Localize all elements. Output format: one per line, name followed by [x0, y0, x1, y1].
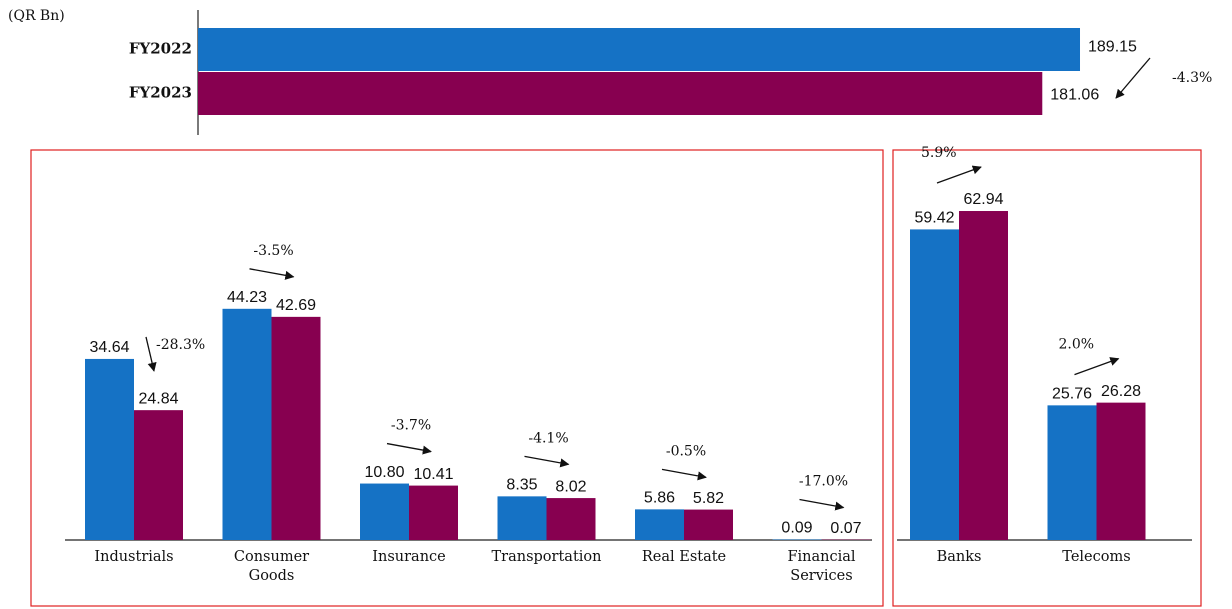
bar — [360, 483, 409, 540]
panel-frame — [30, 149, 884, 607]
change-label: 2.0% — [1059, 337, 1095, 353]
value-label: 26.28 — [1101, 383, 1141, 400]
change-label: -4.3% — [1172, 70, 1212, 86]
bar — [271, 316, 321, 540]
value-label: 5.82 — [693, 490, 724, 507]
change-label: 5.9% — [921, 145, 957, 161]
bar — [198, 28, 1081, 71]
value-label: 0.07 — [830, 520, 861, 537]
value-label: 62.94 — [963, 191, 1003, 208]
value-label: 8.02 — [555, 478, 586, 495]
x-tick-label: Consumer Goods — [234, 549, 309, 584]
value-label: 59.42 — [914, 210, 954, 227]
x-tick-label: Transportation — [492, 549, 602, 565]
change-arrow — [1115, 57, 1151, 99]
x-tick-label: Industrials — [94, 549, 173, 565]
change-label: -3.5% — [253, 243, 293, 259]
bar — [497, 496, 547, 540]
y-tick-label: FY2023 — [129, 84, 192, 102]
x-tick-label: Banks — [937, 549, 982, 565]
bar — [635, 509, 684, 540]
bar — [222, 308, 272, 540]
change-arrow — [145, 336, 157, 372]
change-arrow — [386, 442, 432, 455]
panel-frame — [892, 149, 1202, 607]
y-tick-label: FY2022 — [129, 40, 192, 58]
x-tick-label: Real Estate — [642, 549, 726, 565]
x-tick-label: Telecoms — [1062, 549, 1130, 565]
change-arrow — [1074, 357, 1120, 376]
bar — [546, 498, 596, 540]
bar — [85, 358, 134, 540]
bar — [198, 72, 1043, 115]
value-label: 24.84 — [138, 390, 178, 407]
change-label: -0.5% — [666, 443, 706, 459]
value-label: 8.35 — [506, 477, 537, 494]
change-arrow — [799, 498, 845, 511]
value-label: 44.23 — [227, 289, 267, 306]
bar — [134, 410, 183, 540]
change-label: -3.7% — [391, 418, 431, 434]
change-arrow — [249, 268, 295, 280]
x-tick-label: Insurance — [372, 549, 445, 565]
change-arrow — [524, 455, 570, 468]
change-label: -17.0% — [799, 474, 848, 490]
change-arrow — [661, 468, 707, 481]
bar — [409, 485, 458, 540]
value-label: 5.86 — [644, 490, 675, 507]
value-label: 189.15 — [1088, 39, 1137, 56]
bar — [1047, 405, 1097, 540]
unit-label: (QR Bn) — [8, 8, 65, 24]
value-label: 10.80 — [364, 464, 404, 481]
bar — [959, 211, 1008, 540]
change-arrow — [936, 165, 982, 184]
change-label: -28.3% — [156, 337, 205, 353]
value-label: 10.41 — [413, 466, 453, 483]
value-label: 42.69 — [276, 297, 316, 314]
bar — [1096, 402, 1146, 540]
x-tick-label: Financial Services — [787, 549, 855, 584]
value-label: 34.64 — [89, 339, 129, 356]
bar — [910, 229, 959, 540]
value-label: 0.09 — [781, 520, 812, 537]
bar — [684, 509, 733, 540]
change-label: -4.1% — [528, 430, 568, 446]
value-label: 25.76 — [1052, 386, 1092, 403]
value-label: 181.06 — [1050, 87, 1099, 104]
